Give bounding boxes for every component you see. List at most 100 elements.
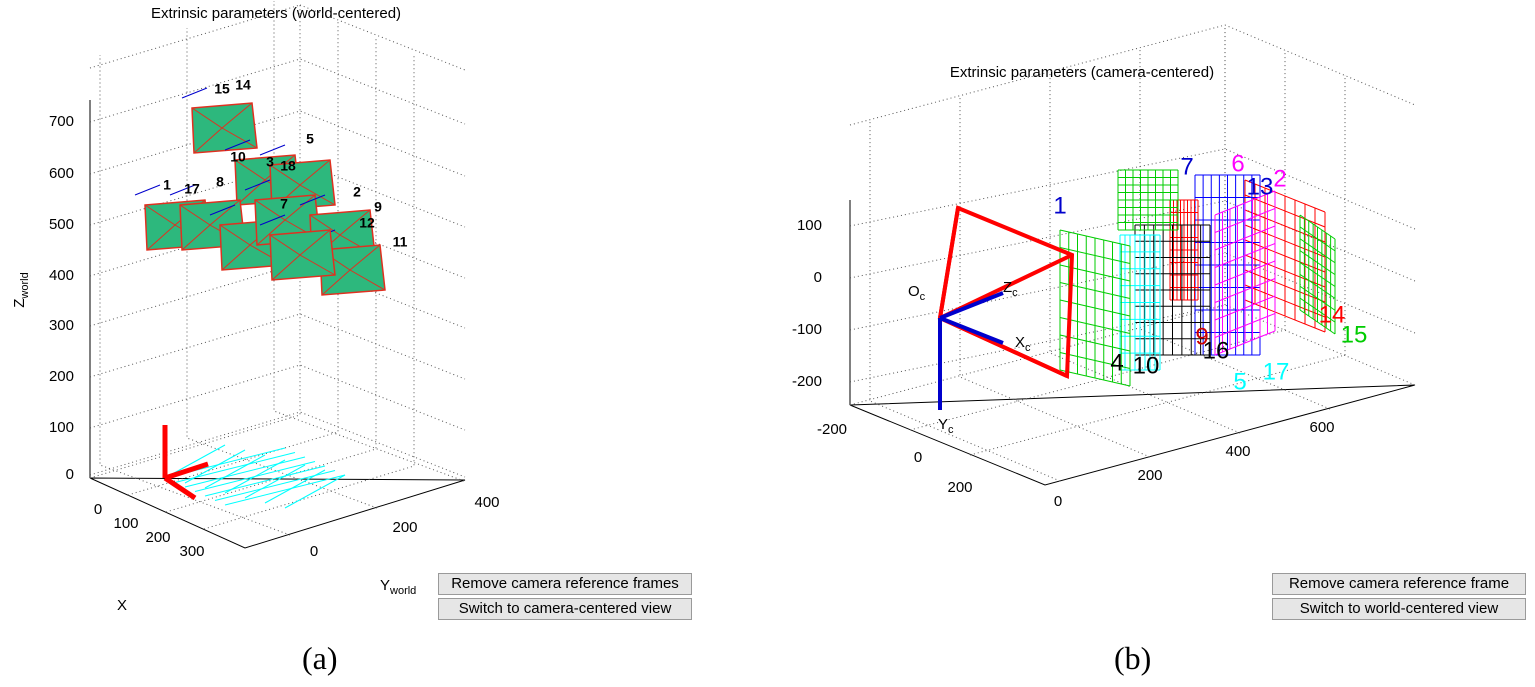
caption: (a) bbox=[302, 640, 338, 676]
camera-label: 9 bbox=[374, 199, 382, 215]
x-tick-label: 0 bbox=[914, 449, 922, 466]
x-tick-label: 200 bbox=[145, 529, 170, 546]
y-axis-label: Yworld bbox=[380, 577, 416, 597]
axis-y-marker bbox=[164, 461, 209, 481]
frame-label-sub: c bbox=[920, 291, 926, 303]
board-line bbox=[1059, 317, 1131, 334]
z-tick-label: 500 bbox=[49, 216, 74, 233]
x-axis-label: X bbox=[117, 597, 127, 614]
boards bbox=[1059, 169, 1336, 387]
board-line bbox=[1059, 352, 1131, 369]
grid-line bbox=[203, 56, 415, 530]
z-tick-label: 0 bbox=[814, 269, 822, 286]
grid bbox=[89, 1, 466, 536]
x-tick-label: -200 bbox=[817, 421, 847, 438]
camera-label: 14 bbox=[235, 77, 251, 93]
camera-label: 13 bbox=[1247, 173, 1274, 200]
grid-line bbox=[849, 252, 1416, 334]
button[interactable]: Remove camera reference frame bbox=[1272, 573, 1526, 595]
grid bbox=[849, 24, 1416, 482]
button[interactable]: Switch to world-centered view bbox=[1272, 598, 1526, 620]
camera-label: 6 bbox=[1231, 150, 1244, 177]
frame-label: Oc bbox=[908, 283, 926, 303]
board-line bbox=[1299, 273, 1336, 299]
camera-label: 7 bbox=[280, 196, 288, 212]
board-line bbox=[1214, 278, 1276, 303]
camera-axis bbox=[299, 194, 326, 206]
camera-edge bbox=[181, 199, 241, 251]
camera-axis bbox=[181, 87, 208, 99]
board-line bbox=[224, 474, 346, 506]
z-axis-label: Zworld bbox=[11, 272, 31, 307]
board-line bbox=[1299, 297, 1336, 323]
camera-axis bbox=[259, 144, 286, 156]
board-line bbox=[1214, 295, 1276, 321]
z-tick-label: 400 bbox=[49, 267, 74, 284]
z-tick-label: 100 bbox=[49, 419, 74, 436]
grid-line bbox=[299, 4, 466, 71]
grid-line bbox=[959, 97, 1151, 458]
frame-label-main: Z bbox=[1003, 279, 1012, 296]
z-tick-label: 200 bbox=[49, 368, 74, 385]
frame-label: Yc bbox=[938, 416, 954, 436]
grid-line bbox=[89, 58, 466, 125]
grid-line bbox=[89, 313, 466, 380]
camera-x-axis bbox=[939, 316, 1004, 345]
board-line bbox=[1299, 285, 1336, 311]
board-line bbox=[1244, 194, 1326, 228]
y-tick-label: 400 bbox=[474, 494, 499, 511]
board-line bbox=[1244, 239, 1326, 273]
frame-label-sub: c bbox=[948, 424, 954, 436]
board-line bbox=[1214, 313, 1276, 338]
frame-label-main: O bbox=[908, 283, 920, 300]
board-line bbox=[1059, 247, 1131, 264]
camera-axis bbox=[224, 139, 251, 151]
caption: (b) bbox=[1114, 640, 1152, 676]
axis-floor bbox=[849, 384, 1416, 486]
camera-label: 9 bbox=[1195, 323, 1208, 350]
camera-axis bbox=[169, 184, 196, 196]
board-line bbox=[1214, 330, 1276, 356]
camera-label: 10 bbox=[1133, 352, 1160, 379]
y-axis-label-main: Y bbox=[380, 577, 390, 594]
board-line bbox=[1299, 309, 1336, 335]
board-line bbox=[1299, 250, 1336, 276]
camera-label: 8 bbox=[216, 174, 224, 190]
panel-title: Extrinsic parameters (camera-centered) bbox=[950, 64, 1214, 81]
grid-line bbox=[969, 75, 1346, 456]
frame-label: Zc bbox=[1003, 279, 1018, 299]
y-axis-label-sub: world bbox=[389, 585, 416, 597]
y-tick-label: 400 bbox=[1225, 443, 1250, 460]
camera-label: 4 bbox=[1110, 349, 1123, 376]
button[interactable]: Switch to camera-centered view bbox=[438, 598, 692, 620]
y-tick-label: 200 bbox=[392, 519, 417, 536]
button[interactable]: Remove camera reference frames bbox=[438, 573, 692, 595]
board-line bbox=[1244, 224, 1326, 258]
camera-axis bbox=[244, 179, 271, 191]
z-axis-label-sub: world bbox=[19, 272, 31, 299]
grid-line bbox=[869, 121, 1061, 482]
board-line bbox=[174, 452, 296, 483]
y-tick-label: 600 bbox=[1309, 419, 1334, 436]
camera-axis bbox=[134, 184, 161, 196]
z-tick-label: 0 bbox=[66, 466, 74, 483]
y-tick-label: 200 bbox=[1137, 467, 1162, 484]
camera-label: 2 bbox=[1273, 165, 1286, 192]
camera-axis bbox=[209, 204, 236, 216]
frustum-edge bbox=[938, 207, 960, 319]
camera-label: 15 bbox=[214, 81, 230, 97]
camera-axis bbox=[259, 214, 286, 226]
panel-title: Extrinsic parameters (world-centered) bbox=[151, 5, 401, 22]
camera-label: 15 bbox=[1341, 321, 1368, 348]
frame-label-main: X bbox=[1015, 334, 1025, 351]
board-line bbox=[214, 470, 336, 501]
z-tick-label: 300 bbox=[49, 317, 74, 334]
z-tick-label: -100 bbox=[792, 321, 822, 338]
board-line bbox=[1299, 214, 1336, 240]
board-line bbox=[1244, 284, 1326, 318]
z-tick-label: 700 bbox=[49, 113, 74, 130]
camera-label: 5 bbox=[1233, 368, 1246, 395]
camera-label: 1 bbox=[1053, 192, 1066, 219]
x-tick-label: 100 bbox=[113, 515, 138, 532]
